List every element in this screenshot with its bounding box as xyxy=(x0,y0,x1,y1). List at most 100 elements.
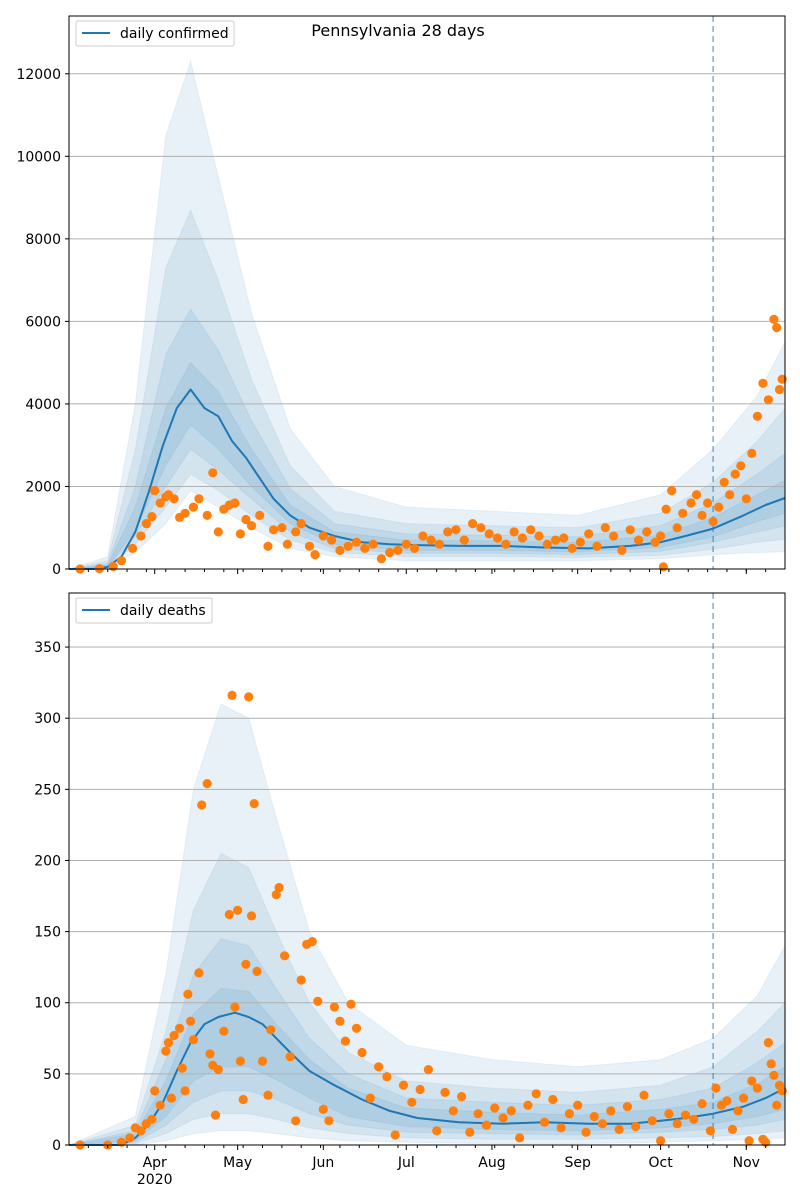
deaths-observed-point xyxy=(573,1100,583,1110)
confirmed-observed-point xyxy=(277,523,287,533)
confirmed-observed-point xyxy=(443,527,453,537)
deaths-ytick-label: 250 xyxy=(34,782,61,798)
deaths-observed-point xyxy=(285,1052,295,1062)
deaths-observed-point xyxy=(233,905,243,915)
confirmed-observed-point xyxy=(194,494,204,504)
legend-box xyxy=(75,597,213,624)
confirmed-observed-point xyxy=(758,378,768,388)
confirmed-panel: 0 2000 4000 6000 8000 10000 12000 daily confir… xyxy=(16,15,787,578)
deaths-ytick-label: 100 xyxy=(34,996,61,1012)
confirmed-observed-point xyxy=(661,504,671,514)
legend-box xyxy=(75,20,235,47)
confirmed-observed-point xyxy=(426,535,436,545)
confirmed-observed-point xyxy=(600,523,610,533)
deaths-observed-point xyxy=(407,1097,417,1107)
deaths-ytick-label: 150 xyxy=(34,925,61,941)
deaths-observed-point xyxy=(769,1070,779,1080)
confirmed-observed-point xyxy=(230,498,240,508)
deaths-xtick-label: Aug xyxy=(478,1155,505,1171)
deaths-observed-point xyxy=(672,1119,682,1129)
deaths-observed-point xyxy=(457,1092,467,1102)
confirmed-observed-point xyxy=(263,541,273,551)
deaths-observed-point xyxy=(747,1076,757,1086)
deaths-observed-point xyxy=(150,1086,160,1096)
confirmed-observed-point xyxy=(410,543,420,554)
confirmed-observed-point xyxy=(180,508,190,518)
deaths-observed-point xyxy=(711,1083,721,1093)
deaths-observed-point xyxy=(727,1124,738,1134)
deaths-observed-point xyxy=(202,779,212,789)
deaths-observed-point xyxy=(772,1100,782,1110)
confirmed-observed-point xyxy=(774,384,785,395)
confirmed-observed-point xyxy=(592,541,602,551)
confirmed-observed-point xyxy=(769,314,779,324)
deaths-observed-point xyxy=(257,1056,268,1066)
deaths-observed-point xyxy=(249,799,259,809)
deaths-observed-point xyxy=(246,911,257,921)
deaths-xtick-label: Nov xyxy=(733,1155,760,1171)
deaths-observed-point xyxy=(183,989,193,999)
deaths-xtick-label: Apr xyxy=(143,1155,167,1171)
deaths-observed-point xyxy=(766,1059,776,1069)
confirmed-axes: 0 2000 4000 6000 8000 10000 12000 xyxy=(16,15,786,578)
deaths-observed-point xyxy=(197,800,207,810)
confirmed-observed-point xyxy=(575,537,586,547)
confirmed-observed-point xyxy=(492,533,503,543)
deaths-median-line xyxy=(69,1011,786,1146)
confirmed-observed-point xyxy=(509,527,519,537)
legend-label: daily confirmed xyxy=(120,26,229,42)
legend-label: daily deaths xyxy=(120,603,206,619)
deaths-observed-point xyxy=(147,1114,157,1124)
deaths-xtick-year-label: 2020 xyxy=(137,1172,173,1188)
confirmed-observed-point xyxy=(752,411,763,421)
confirmed-observed-points xyxy=(75,314,787,574)
deaths-observed-point xyxy=(335,1016,345,1026)
confirmed-observed-point xyxy=(730,469,740,479)
confirmed-observed-point xyxy=(459,535,469,545)
deaths-observed-point xyxy=(473,1109,483,1119)
confirmed-observed-point xyxy=(255,510,265,520)
deaths-observed-point xyxy=(390,1130,400,1140)
confirmed-observed-point xyxy=(609,531,619,541)
deaths-ytick-label: 50 xyxy=(43,1067,61,1083)
confirmed-observed-point xyxy=(418,531,428,541)
deaths-ytick-label: 300 xyxy=(34,711,61,727)
confirmed-observed-point xyxy=(719,477,729,487)
confirmed-observed-point xyxy=(708,516,718,527)
confirmed-observed-point xyxy=(686,498,696,508)
confirmed-observed-point xyxy=(116,556,127,566)
confirmed-observed-point xyxy=(559,533,569,543)
deaths-observed-point xyxy=(398,1080,409,1090)
confirmed-observed-point xyxy=(213,527,223,537)
deaths-observed-point xyxy=(244,692,254,702)
confirmed-gridlines xyxy=(69,73,785,487)
deaths-xtick-label: Sep xyxy=(564,1155,591,1171)
deaths-observed-point xyxy=(539,1117,550,1127)
deaths-observed-point xyxy=(318,1104,328,1114)
confirmed-observed-point xyxy=(517,533,528,543)
confirmed-observed-point xyxy=(772,323,782,333)
confirmed-observed-point xyxy=(625,525,635,535)
deaths-observed-point xyxy=(194,968,204,978)
confirmed-ytick-label: 0 xyxy=(52,562,61,578)
confirmed-observed-point xyxy=(282,539,292,549)
deaths-observed-point xyxy=(280,951,290,961)
deaths-observed-point xyxy=(374,1062,384,1072)
confirmed-observed-point xyxy=(108,561,118,572)
confirmed-observed-point xyxy=(736,461,746,471)
deaths-plot-frame xyxy=(68,592,786,1146)
confirmed-observed-point xyxy=(567,543,577,554)
deaths-observed-point xyxy=(448,1106,458,1116)
deaths-observed-point xyxy=(161,1046,171,1056)
confirmed-observed-point xyxy=(747,448,757,458)
deaths-observed-point xyxy=(722,1096,732,1106)
confirmed-observed-point xyxy=(672,523,682,533)
deaths-observed-point xyxy=(639,1090,649,1100)
deaths-observed-point xyxy=(266,1025,276,1035)
confirmed-observed-point xyxy=(484,529,494,539)
deaths-observed-point xyxy=(622,1102,633,1112)
confirmed-observed-point xyxy=(534,531,544,541)
deaths-observed-point xyxy=(382,1072,392,1082)
